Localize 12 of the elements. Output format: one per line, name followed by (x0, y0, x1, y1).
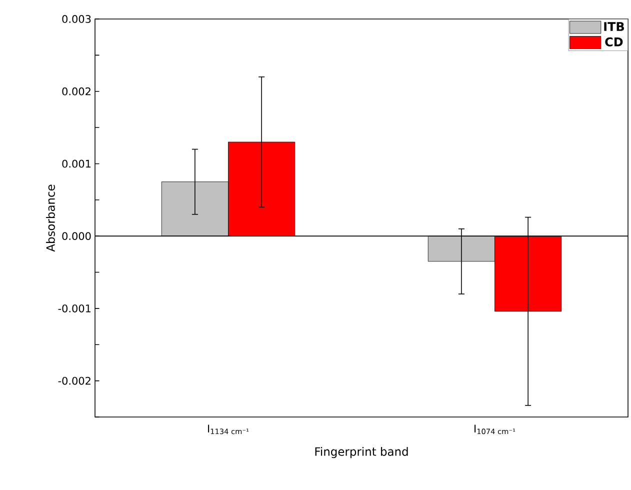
y-tick-label: 0.000 (62, 232, 91, 240)
x-axis-title: Fingerprint band (315, 447, 408, 458)
y-tick-label: -0.002 (58, 376, 90, 385)
y-tick-label: -0.001 (58, 304, 91, 312)
legend-label: ITB (604, 22, 624, 31)
y-axis-title: Absorbance (46, 184, 55, 252)
x-tick-label: I$_{1134 cm⁻¹}$ (208, 424, 249, 434)
y-tick-label: 0.003 (62, 15, 91, 23)
y-tick-label: 0.002 (62, 87, 90, 96)
x-tick-label: I$_{1074 cm⁻¹}$ (474, 424, 516, 434)
legend-label: CD (605, 37, 623, 46)
y-tick-label: 0.001 (62, 160, 91, 168)
